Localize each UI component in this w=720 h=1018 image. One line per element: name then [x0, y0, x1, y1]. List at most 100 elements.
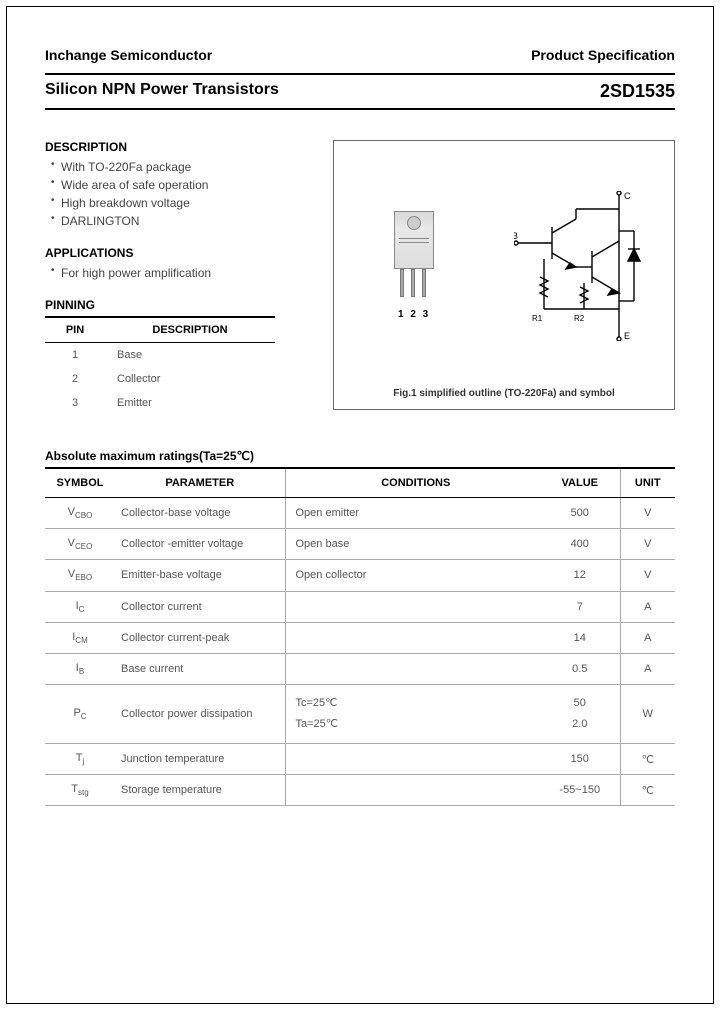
ratings-unit: A — [620, 622, 675, 653]
header-row: Inchange Semiconductor Product Specifica… — [45, 47, 675, 63]
ratings-parameter: Base current — [115, 653, 285, 684]
ratings-conditions: Open base — [285, 529, 540, 560]
pin-desc: Emitter — [105, 391, 275, 415]
ratings-parameter: Collector current — [115, 591, 285, 622]
description-list: With TO-220Fa package Wide area of safe … — [51, 158, 315, 230]
ratings-symbol: Tstg — [45, 775, 115, 806]
ratings-symbol: VCEO — [45, 529, 115, 560]
left-column: DESCRIPTION With TO-220Fa package Wide a… — [45, 140, 315, 415]
ratings-symbol: VEBO — [45, 560, 115, 591]
ratings-conditions: Open emitter — [285, 498, 540, 529]
ratings-conditions — [285, 653, 540, 684]
ratings-parameter: Collector current-peak — [115, 622, 285, 653]
description-item: DARLINGTON — [51, 212, 315, 230]
pinning-col-desc: DESCRIPTION — [105, 317, 275, 343]
ratings-value: 12 — [540, 560, 620, 591]
ratings-unit: V — [620, 529, 675, 560]
datasheet-page: Inchange Semiconductor Product Specifica… — [6, 6, 714, 1004]
ratings-row: VCEOCollector -emitter voltageOpen base4… — [45, 529, 675, 560]
ratings-symbol: Tj — [45, 743, 115, 774]
pinning-row: 2 Collector — [45, 367, 275, 391]
terminal-b: B — [514, 231, 518, 241]
ratings-conditions — [285, 775, 540, 806]
package-body — [394, 211, 434, 269]
ratings-value: 502.0 — [540, 685, 620, 744]
lead-icon — [411, 269, 415, 297]
ratings-value: 7 — [540, 591, 620, 622]
pin-desc: Base — [105, 343, 275, 368]
applications-item: For high power amplification — [51, 264, 315, 282]
upper-section: DESCRIPTION With TO-220Fa package Wide a… — [45, 140, 675, 415]
ratings-col-conditions: CONDITIONS — [285, 468, 540, 498]
description-heading: DESCRIPTION — [45, 140, 315, 154]
package-line — [399, 238, 429, 243]
pinning-heading: PINNING — [45, 298, 315, 312]
ratings-unit: A — [620, 591, 675, 622]
ratings-symbol: VCBO — [45, 498, 115, 529]
ratings-parameter: Collector -emitter voltage — [115, 529, 285, 560]
package-hole-icon — [407, 216, 421, 230]
ratings-symbol: PC — [45, 685, 115, 744]
pinning-table: PIN DESCRIPTION 1 Base 2 Collector 3 — [45, 316, 275, 415]
ratings-col-symbol: SYMBOL — [45, 468, 115, 498]
ratings-conditions: Tc=25℃Ta=25℃ — [285, 685, 540, 744]
ratings-symbol: IC — [45, 591, 115, 622]
ratings-conditions — [285, 591, 540, 622]
ratings-symbol: ICM — [45, 622, 115, 653]
figure-box: 1 2 3 — [333, 140, 675, 410]
ratings-parameter: Collector-base voltage — [115, 498, 285, 529]
pinning-row: 3 Emitter — [45, 391, 275, 415]
description-item: With TO-220Fa package — [51, 158, 315, 176]
ratings-heading: Absolute maximum ratings(Ta=25℃) — [45, 449, 675, 463]
terminal-c: C — [624, 191, 631, 201]
ratings-row: ICMCollector current-peak 14A — [45, 622, 675, 653]
ratings-parameter: Junction temperature — [115, 743, 285, 774]
ratings-row: ICCollector current 7A — [45, 591, 675, 622]
description-item: Wide area of safe operation — [51, 176, 315, 194]
company-name: Inchange Semiconductor — [45, 47, 212, 63]
ratings-row: TstgStorage temperature-55~150℃ — [45, 775, 675, 806]
ratings-unit: ℃ — [620, 775, 675, 806]
ratings-value: 14 — [540, 622, 620, 653]
ratings-row: VEBOEmitter-base voltageOpen collector12… — [45, 560, 675, 591]
ratings-unit: W — [620, 685, 675, 744]
lead-icon — [422, 269, 426, 297]
ratings-col-value: VALUE — [540, 468, 620, 498]
ratings-value: 500 — [540, 498, 620, 529]
ratings-unit: ℃ — [620, 743, 675, 774]
ratings-col-unit: UNIT — [620, 468, 675, 498]
right-column: 1 2 3 — [333, 140, 675, 415]
ratings-unit: V — [620, 560, 675, 591]
pinning-row: 1 Base — [45, 343, 275, 368]
ratings-unit: V — [620, 498, 675, 529]
ratings-parameter: Collector power dissipation — [115, 685, 285, 744]
pinning-col-pin: PIN — [45, 317, 105, 343]
description-item: High breakdown voltage — [51, 194, 315, 212]
ratings-conditions: Open collector — [285, 560, 540, 591]
product-title: Silicon NPN Power Transistors — [45, 81, 279, 102]
schematic-symbol-icon: C B E R1 R2 — [514, 191, 654, 341]
package-outline-icon: 1 2 3 — [394, 211, 434, 269]
ratings-parameter: Storage temperature — [115, 775, 285, 806]
ratings-parameter: Emitter-base voltage — [115, 560, 285, 591]
pin-number: 1 — [45, 343, 105, 368]
ratings-value: 400 — [540, 529, 620, 560]
ratings-value: 150 — [540, 743, 620, 774]
pin-number: 2 — [45, 367, 105, 391]
ratings-col-parameter: PARAMETER — [115, 468, 285, 498]
lead-icon — [400, 269, 404, 297]
ratings-symbol: IB — [45, 653, 115, 684]
ratings-conditions — [285, 622, 540, 653]
figure-caption: Fig.1 simplified outline (TO-220Fa) and … — [334, 388, 674, 399]
ratings-unit: A — [620, 653, 675, 684]
ratings-row: PCCollector power dissipationTc=25℃Ta=25… — [45, 685, 675, 744]
doc-type: Product Specification — [531, 47, 675, 63]
ratings-row: IBBase current0.5A — [45, 653, 675, 684]
pin-desc: Collector — [105, 367, 275, 391]
title-row: Silicon NPN Power Transistors 2SD1535 — [45, 73, 675, 110]
terminal-e: E — [624, 331, 630, 341]
applications-list: For high power amplification — [51, 264, 315, 282]
ratings-conditions — [285, 743, 540, 774]
ratings-row: VCBOCollector-base voltageOpen emitter50… — [45, 498, 675, 529]
applications-heading: APPLICATIONS — [45, 246, 315, 260]
